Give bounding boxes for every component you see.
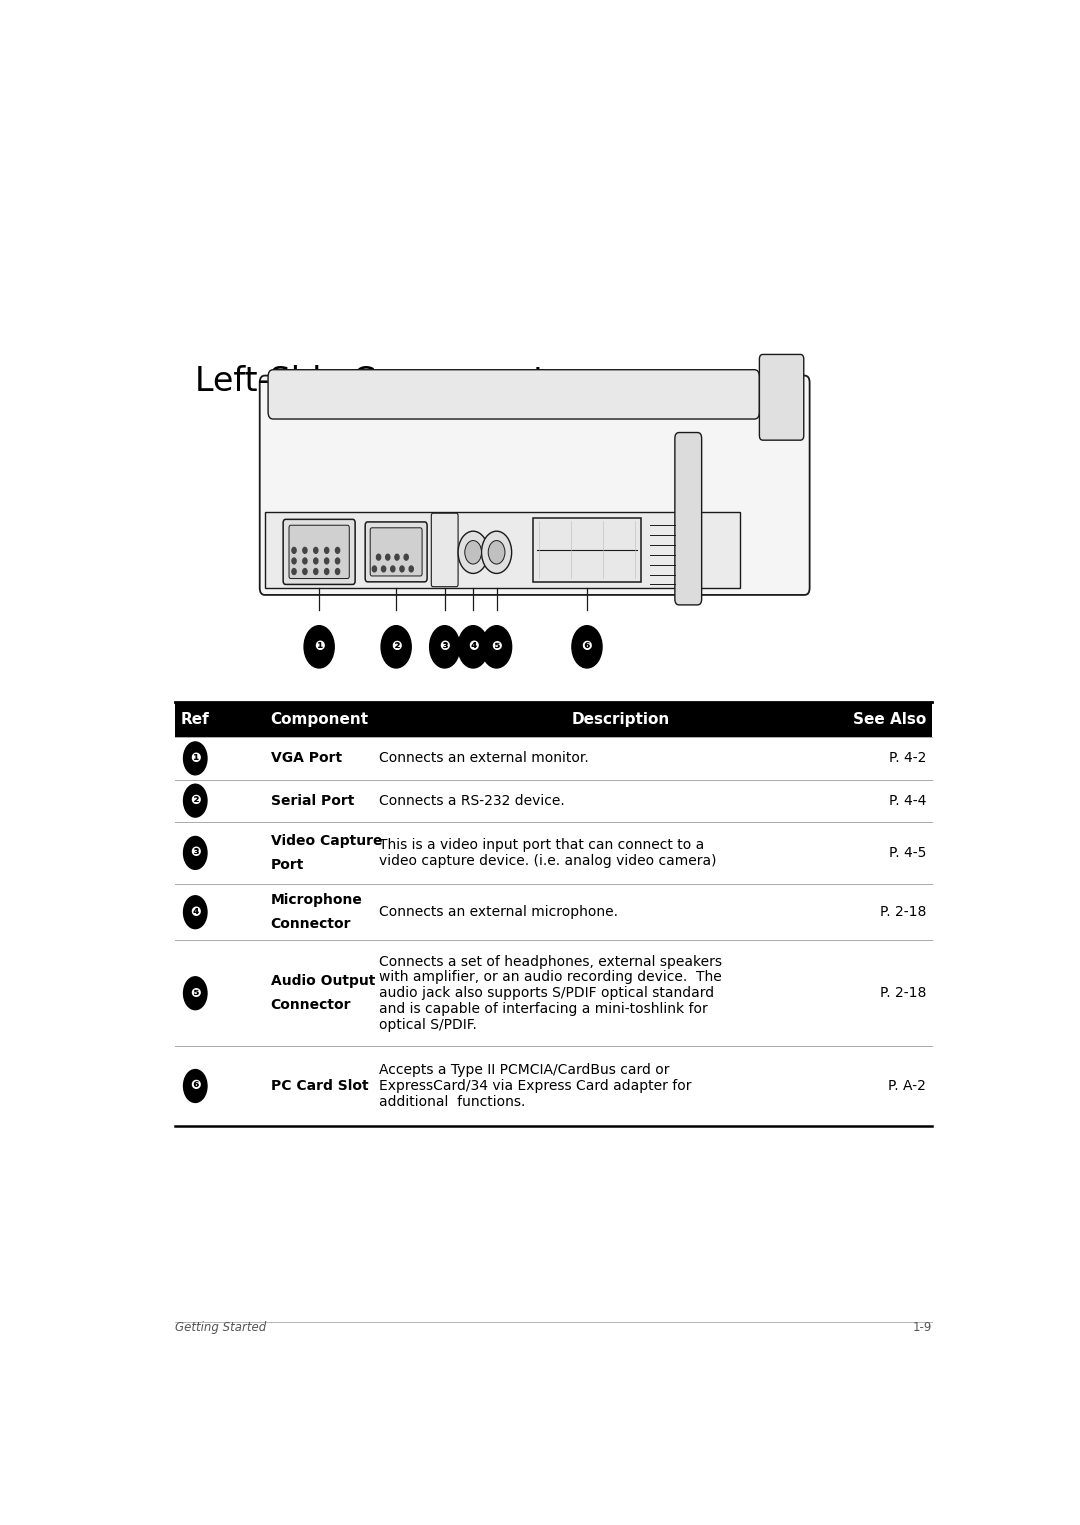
Text: additional  functions.: additional functions. [379, 1095, 526, 1109]
Text: See Also: See Also [853, 712, 926, 727]
Text: Connects a RS-232 device.: Connects a RS-232 device. [379, 793, 565, 808]
Circle shape [325, 558, 328, 564]
Circle shape [305, 625, 334, 668]
Circle shape [184, 1069, 207, 1103]
Text: Ref: Ref [180, 712, 210, 727]
Text: ❷: ❷ [391, 640, 402, 653]
Circle shape [386, 554, 390, 560]
Circle shape [313, 569, 318, 575]
Text: Connector: Connector [271, 917, 351, 930]
Text: Audio Output: Audio Output [271, 974, 375, 988]
Bar [265, 512, 740, 587]
Text: with amplifier, or an audio recording device.  The: with amplifier, or an audio recording de… [379, 970, 723, 984]
Text: Connects an external microphone.: Connects an external microphone. [379, 906, 619, 920]
Circle shape [292, 569, 296, 575]
Text: ❹: ❹ [468, 640, 478, 653]
Bar [175, 702, 932, 737]
Text: ExpressCard/34 via Express Card adapter for: ExpressCard/34 via Express Card adapter … [379, 1080, 692, 1093]
Circle shape [482, 625, 512, 668]
Text: audio jack also supports S/PDIF optical standard: audio jack also supports S/PDIF optical … [379, 987, 715, 1000]
Circle shape [381, 625, 411, 668]
Circle shape [184, 784, 207, 817]
Circle shape [184, 978, 207, 1010]
Text: Description: Description [571, 712, 670, 727]
Circle shape [572, 625, 602, 668]
Circle shape [482, 531, 512, 573]
FancyBboxPatch shape [675, 433, 702, 605]
Circle shape [325, 569, 328, 575]
FancyBboxPatch shape [365, 522, 427, 583]
Text: Video Capture: Video Capture [271, 834, 382, 848]
Text: P. 4-2: P. 4-2 [889, 752, 926, 766]
Circle shape [336, 569, 339, 575]
Text: P. 4-5: P. 4-5 [889, 846, 926, 860]
Circle shape [292, 558, 296, 564]
Text: PC Card Slot: PC Card Slot [271, 1080, 368, 1093]
Circle shape [458, 625, 488, 668]
FancyBboxPatch shape [283, 520, 355, 584]
Circle shape [464, 540, 482, 564]
Text: and is capable of interfacing a mini-toshlink for: and is capable of interfacing a mini-tos… [379, 1002, 708, 1016]
Circle shape [184, 837, 207, 869]
Text: ❺: ❺ [190, 987, 201, 1000]
Text: Connects an external monitor.: Connects an external monitor. [379, 752, 590, 766]
Text: ❷: ❷ [190, 795, 201, 807]
Circle shape [336, 558, 339, 564]
Text: ❺: ❺ [491, 640, 502, 653]
Circle shape [458, 531, 488, 573]
Circle shape [377, 554, 380, 560]
Text: video capture device. (i.e. analog video camera): video capture device. (i.e. analog video… [379, 854, 717, 868]
Text: VGA Port: VGA Port [271, 752, 341, 766]
Circle shape [430, 625, 460, 668]
Circle shape [336, 547, 339, 554]
Text: P. 2-18: P. 2-18 [879, 987, 926, 1000]
Circle shape [391, 566, 395, 572]
Text: 1-9: 1-9 [913, 1321, 932, 1334]
Text: ❹: ❹ [190, 906, 201, 918]
Text: ❸: ❸ [440, 640, 450, 653]
Text: P. 4-4: P. 4-4 [889, 793, 926, 808]
Text: ❸: ❸ [190, 846, 201, 860]
FancyBboxPatch shape [759, 354, 804, 441]
Circle shape [409, 566, 414, 572]
Text: ❶: ❶ [190, 752, 201, 766]
Text: P. A-2: P. A-2 [888, 1080, 926, 1093]
Circle shape [373, 566, 377, 572]
Circle shape [184, 895, 207, 929]
Text: Connects a set of headphones, external speakers: Connects a set of headphones, external s… [379, 955, 723, 968]
Text: This is a video input port that can connect to a: This is a video input port that can conn… [379, 837, 704, 852]
Circle shape [292, 547, 296, 554]
Circle shape [404, 554, 408, 560]
Circle shape [313, 558, 318, 564]
FancyBboxPatch shape [370, 528, 422, 576]
Circle shape [302, 569, 307, 575]
Text: Getting Started: Getting Started [175, 1321, 267, 1334]
Circle shape [325, 547, 328, 554]
Text: Component: Component [271, 712, 368, 727]
Circle shape [184, 743, 207, 775]
Circle shape [400, 566, 404, 572]
Circle shape [313, 547, 318, 554]
Text: Left-Side Components: Left-Side Components [195, 364, 564, 398]
Text: Port: Port [271, 857, 303, 872]
Text: Accepts a Type II PCMCIA/CardBus card or: Accepts a Type II PCMCIA/CardBus card or [379, 1063, 670, 1077]
FancyBboxPatch shape [289, 525, 349, 578]
FancyBboxPatch shape [268, 369, 759, 419]
Text: optical S/PDIF.: optical S/PDIF. [379, 1017, 477, 1032]
FancyBboxPatch shape [259, 375, 810, 595]
Circle shape [302, 547, 307, 554]
Text: ❻: ❻ [190, 1080, 201, 1092]
Text: ❶: ❶ [314, 640, 324, 653]
Circle shape [488, 540, 505, 564]
Bar [532, 518, 642, 583]
Text: P. 2-18: P. 2-18 [879, 906, 926, 920]
FancyBboxPatch shape [431, 514, 458, 587]
Text: Connector: Connector [271, 997, 351, 1013]
Circle shape [381, 566, 386, 572]
Text: Serial Port: Serial Port [271, 793, 354, 808]
Circle shape [395, 554, 400, 560]
Circle shape [302, 558, 307, 564]
Text: ❻: ❻ [582, 640, 592, 653]
Text: Microphone: Microphone [271, 894, 363, 907]
